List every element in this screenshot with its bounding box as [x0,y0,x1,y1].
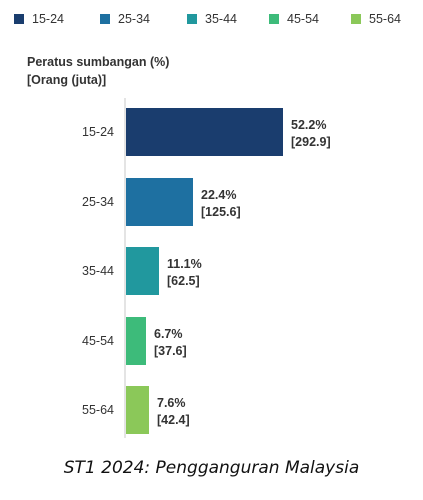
legend-swatch-15-24 [14,14,24,24]
legend: 15-24 25-34 35-44 45-54 55-64 [14,12,401,26]
value-label-45-54: 6.7% [154,327,183,341]
value-label-55-64: 7.6% [157,396,186,410]
category-label-45-54: 45-54 [82,334,114,348]
category-label-35-44: 35-44 [82,264,114,278]
y-axis-label: Peratus sumbangan (%) [27,55,169,69]
legend-label-35-44: 35-44 [205,12,237,26]
count-label-45-54: [37.6] [154,344,187,358]
count-label-35-44: [62.5] [167,274,200,288]
legend-label-25-34: 25-34 [118,12,150,26]
value-label-15-24: 52.2% [291,118,326,132]
count-label-55-64: [42.4] [157,413,190,427]
value-label-35-44: 11.1% [167,257,202,271]
legend-label-15-24: 15-24 [32,12,64,26]
legend-label-55-64: 55-64 [369,12,401,26]
count-label-25-34: [125.6] [201,205,241,219]
bars: 15-24 52.2% [292.9] 25-34 22.4% [125.6] 35-44 1… [82,108,331,434]
bar-25-34 [126,178,193,226]
bar-35-44 [126,247,159,295]
value-label-25-34: 22.4% [201,188,236,202]
legend-label-45-54: 45-54 [287,12,319,26]
count-label-15-24: [292.9] [291,135,331,149]
bar-55-64 [126,386,149,434]
legend-swatch-45-54 [269,14,279,24]
category-label-55-64: 55-64 [82,403,114,417]
category-label-25-34: 25-34 [82,195,114,209]
y-axis-sublabel: [Orang (juta)] [27,73,106,87]
bar-45-54 [126,317,146,365]
chart-caption: ST1 2024: Pengganguran Malaysia [63,458,360,478]
legend-swatch-25-34 [100,14,110,24]
legend-swatch-55-64 [351,14,361,24]
category-label-15-24: 15-24 [82,125,114,139]
legend-swatch-35-44 [187,14,197,24]
bar-15-24 [126,108,283,156]
